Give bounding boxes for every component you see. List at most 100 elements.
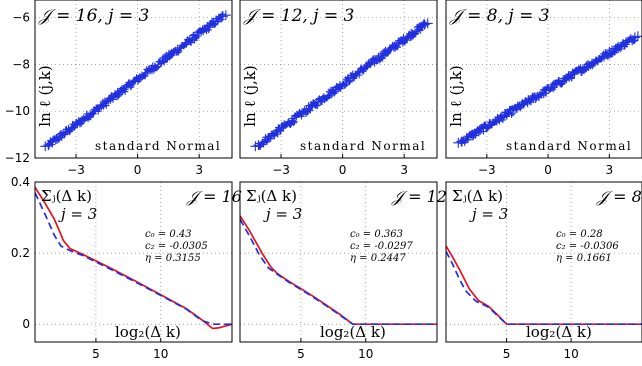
- panel-top-left: −3 0 3 −6 −8 −10 −12 𝒥 = 16, j = 3 standard Norm…: [5, 0, 233, 177]
- y-axis-label: ln ℓ (j,k): [241, 65, 259, 126]
- x-axis-label: log₂(Δ k): [115, 323, 181, 341]
- data-point: [200, 28, 207, 36]
- data-point: [623, 41, 631, 48]
- y-axis-label: ln ℓ (j,k): [447, 65, 465, 126]
- data-point: [571, 71, 578, 78]
- y-tick-label: 0.4: [11, 175, 30, 189]
- parameter-text: c₂ = -0.0297: [350, 241, 413, 252]
- x-tick-label: −3: [67, 163, 85, 177]
- data-point: [134, 78, 142, 85]
- data-point: [94, 108, 102, 115]
- parameter-text: c₂ = -0.0306: [556, 241, 619, 252]
- series-line-dashed: [35, 192, 232, 326]
- x-tick-label: 10: [563, 347, 578, 361]
- plot-area: [40, 10, 231, 152]
- data-point: [287, 121, 294, 129]
- y-tick-label: 0.2: [11, 246, 30, 260]
- parameter-text: c₀ = 0.363: [350, 229, 403, 240]
- data-point: [346, 78, 353, 86]
- data-point: [453, 137, 464, 148]
- data-point: [503, 113, 511, 120]
- sigma-label: Σⱼ(Δ k): [246, 187, 297, 205]
- J-label: 𝒥 = 12: [391, 187, 447, 206]
- x-tick-label: 0: [339, 163, 347, 177]
- data-point: [175, 49, 182, 56]
- data-point: [617, 45, 624, 53]
- data-point: [290, 119, 297, 126]
- data-point: [109, 96, 117, 103]
- data-point: [542, 90, 549, 97]
- y-tick-label: −6: [12, 11, 30, 25]
- plot-area: [240, 215, 437, 326]
- x-tick-label: 10: [153, 347, 168, 361]
- data-point: [341, 82, 349, 89]
- data-point: [218, 16, 225, 23]
- data-point: [220, 10, 231, 21]
- sigma-label: Σⱼ(Δ k): [452, 187, 503, 205]
- panel-title: 𝒥 = 16, j = 3: [38, 6, 149, 26]
- axes-frame: [445, 0, 642, 159]
- data-point: [480, 128, 487, 135]
- data-point: [496, 117, 503, 125]
- data-point: [88, 111, 96, 118]
- data-point: [90, 110, 97, 117]
- x-axis-label: log₂(Δ k): [320, 323, 386, 341]
- parameter-text: η = 0.1661: [556, 253, 612, 264]
- J-label: 𝒥 = 8: [596, 187, 642, 206]
- data-point: [331, 88, 339, 96]
- x-tick-label: −3: [478, 163, 496, 177]
- y-axis-label: ln ℓ (j,k): [36, 65, 54, 126]
- parameter-text: η = 0.3155: [145, 253, 201, 264]
- y-tick-label: −10: [5, 104, 30, 118]
- data-point: [205, 26, 212, 34]
- data-point: [214, 18, 221, 26]
- data-point: [307, 107, 314, 114]
- y-tick-label: −8: [12, 57, 30, 71]
- data-point: [122, 85, 129, 93]
- data-point: [517, 104, 524, 112]
- data-point: [267, 135, 274, 143]
- x-tick-label: 0: [134, 163, 142, 177]
- series-line-dashed: [240, 218, 437, 326]
- data-point: [250, 141, 261, 152]
- data-point: [509, 109, 517, 117]
- data-point: [568, 75, 576, 82]
- data-point: [464, 136, 472, 143]
- data-point: [594, 58, 601, 66]
- data-point: [555, 77, 563, 84]
- axes-frame: [445, 181, 642, 343]
- axes-frame: [239, 0, 438, 159]
- plot-area: [453, 31, 642, 148]
- data-point: [291, 118, 298, 125]
- panel-bottom-left: 5 10 0.4 0.2 0 Σⱼ(Δ k)j = 3 𝒥 = 16 c₀ = 0.43c₂ …: [11, 175, 242, 361]
- data-point: [630, 37, 638, 45]
- j-label: j = 3: [469, 205, 508, 223]
- data-point: [214, 17, 222, 25]
- y-tick-label: 0: [22, 317, 30, 331]
- plot-area: [35, 186, 232, 330]
- data-point: [568, 74, 575, 81]
- data-point: [304, 109, 311, 116]
- data-point: [103, 102, 110, 109]
- x-axis-label: standard Normal: [300, 139, 426, 153]
- data-point: [194, 32, 202, 40]
- data-point: [632, 31, 642, 42]
- x-tick-label: 0: [544, 163, 552, 177]
- parameter-text: c₂ = -0.0305: [145, 241, 208, 252]
- x-tick-label: 5: [92, 347, 100, 361]
- data-point: [356, 71, 363, 79]
- sigma-label: Σⱼ(Δ k): [41, 187, 92, 205]
- data-point: [40, 141, 51, 152]
- series-line-solid: [240, 215, 437, 326]
- series-line-solid: [446, 245, 642, 326]
- data-point: [76, 121, 84, 128]
- data-point: [211, 21, 218, 29]
- data-point: [61, 131, 68, 138]
- data-point: [508, 111, 515, 118]
- parameter-text: η = 0.2447: [350, 253, 406, 264]
- data-point: [314, 102, 321, 109]
- data-point: [154, 63, 162, 70]
- data-point: [394, 43, 401, 51]
